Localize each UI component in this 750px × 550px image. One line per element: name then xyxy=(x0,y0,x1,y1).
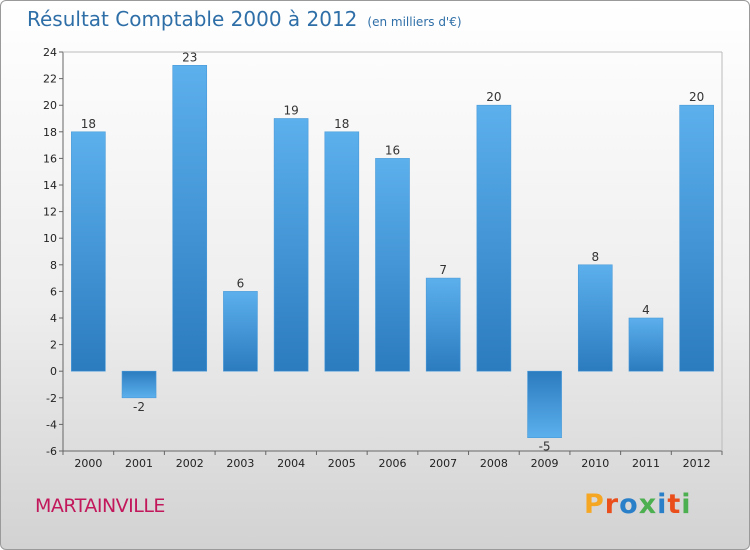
bar-2010 xyxy=(577,264,613,372)
x-tick-label: 2004 xyxy=(277,457,305,470)
x-tick-label: 2006 xyxy=(379,457,407,470)
logo-letter: r xyxy=(604,489,620,520)
logo-letter: x xyxy=(638,489,658,520)
x-tick-label: 2009 xyxy=(531,457,559,470)
y-tick-label: -4 xyxy=(46,418,57,431)
bar-2003 xyxy=(223,291,258,372)
bar-2009 xyxy=(527,370,562,439)
logo-letter: i xyxy=(681,489,692,520)
y-tick-label: 20 xyxy=(43,99,57,112)
y-tick-label: 12 xyxy=(43,206,57,219)
data-label-2000: 18 xyxy=(81,117,96,131)
logo-letter: o xyxy=(619,489,639,520)
x-tick-label: 2011 xyxy=(632,457,660,470)
x-tick-label: 2000 xyxy=(74,457,102,470)
chart-title: Résultat Comptable 2000 à 2012 (en millie… xyxy=(27,7,462,31)
y-tick-label: 24 xyxy=(43,46,57,59)
y-tick-label: 6 xyxy=(50,285,57,298)
data-label-2005: 18 xyxy=(334,117,349,131)
logo-letter: t xyxy=(667,489,682,520)
data-label-2010: 8 xyxy=(591,250,599,264)
bar-2005 xyxy=(324,131,360,372)
bar-2011 xyxy=(628,317,664,372)
x-tick-label: 2003 xyxy=(226,457,254,470)
chart-title-text: Résultat Comptable 2000 à 2012 xyxy=(27,7,358,31)
data-label-2002: 23 xyxy=(182,50,197,64)
y-tick-label: 2 xyxy=(50,339,57,352)
logo-letter: P xyxy=(584,489,605,520)
x-tick-label: 2007 xyxy=(429,457,457,470)
bar-2006 xyxy=(375,158,410,372)
y-tick-label: 10 xyxy=(43,232,57,245)
bars xyxy=(71,65,714,439)
bar-2007 xyxy=(425,277,461,372)
data-label-2006: 16 xyxy=(385,143,400,157)
logo-letter: i xyxy=(657,489,668,520)
data-label-2007: 7 xyxy=(439,263,447,277)
city-name: MARTAINVILLE xyxy=(35,495,165,517)
y-tick-label: 22 xyxy=(43,73,57,86)
x-tick-label: 2001 xyxy=(125,457,153,470)
chart-subtitle: (en milliers d'€) xyxy=(367,15,462,29)
data-label-2003: 6 xyxy=(237,276,245,290)
bar-2001 xyxy=(121,370,157,399)
y-tick-label: -2 xyxy=(46,392,57,405)
data-labels: 18 -2 23 6 19 18 16 7 20 -5 8 4 20 xyxy=(81,50,705,453)
x-tick-label: 2012 xyxy=(683,457,711,470)
x-tick-label: 2008 xyxy=(480,457,508,470)
x-tick-label: 2005 xyxy=(328,457,356,470)
y-tick-label: 4 xyxy=(50,312,57,325)
bar-2004 xyxy=(273,118,309,372)
data-label-2012: 20 xyxy=(689,90,704,104)
y-tick-label: 8 xyxy=(50,259,57,272)
x-tick-label: 2002 xyxy=(176,457,204,470)
y-tick-label: -6 xyxy=(46,445,57,458)
data-label-2001: -2 xyxy=(133,400,145,414)
proxiti-logo: Proxiti xyxy=(584,489,692,520)
data-label-2004: 19 xyxy=(283,104,298,118)
bar-2008 xyxy=(476,104,512,372)
bar-2000 xyxy=(71,131,106,372)
data-label-2011: 4 xyxy=(642,303,650,317)
bar-2012 xyxy=(679,104,714,372)
bar-2002 xyxy=(172,65,208,372)
y-tick-label: 18 xyxy=(43,126,57,139)
x-tick-label: 2010 xyxy=(581,457,609,470)
y-tick-label: 16 xyxy=(43,152,57,165)
y-tick-label: 14 xyxy=(43,179,57,192)
data-label-2008: 20 xyxy=(486,90,501,104)
y-tick-label: 0 xyxy=(50,365,57,378)
data-label-2009: -5 xyxy=(539,440,551,454)
